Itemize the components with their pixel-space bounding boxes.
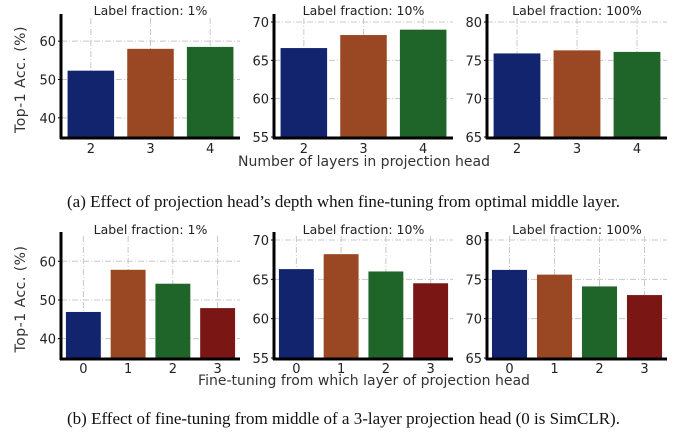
bar-4	[399, 29, 447, 138]
panel-title: Label fraction: 10%	[303, 3, 425, 18]
x-tick-label: 4	[633, 142, 641, 157]
panel-title: Label fraction: 1%	[94, 222, 208, 237]
x-tick-label: 2	[87, 142, 95, 157]
x-tick-label: 3	[573, 142, 581, 157]
bar-0	[491, 269, 528, 358]
bar-3	[553, 50, 601, 137]
caption-b: (b) Effect of fine-tuning from middle of…	[67, 409, 620, 428]
x-axis-label: Number of layers in projection head	[238, 154, 490, 170]
bar-1	[323, 254, 359, 358]
bar-0	[278, 269, 314, 358]
x-tick-label: 2	[595, 362, 603, 377]
panel-title: Label fraction: 1%	[94, 3, 208, 18]
y-tick-label: 40	[39, 333, 56, 348]
bar-4	[186, 46, 234, 137]
x-tick-label: 3	[146, 142, 154, 157]
bar-2	[280, 48, 328, 137]
y-tick-label: 65	[465, 131, 482, 146]
y-tick-label: 75	[465, 273, 482, 288]
x-tick-label: 2	[169, 362, 177, 377]
x-axis-label: Fine-tuning from which layer of projecti…	[198, 373, 530, 389]
bar-3	[127, 48, 174, 138]
y-tick-label: 80	[465, 234, 482, 249]
y-tick-label: 65	[465, 352, 482, 367]
x-tick-label: 0	[292, 362, 300, 377]
y-tick-label: 60	[39, 255, 56, 270]
y-tick-label: 55	[252, 131, 269, 146]
x-tick-label: 3	[640, 362, 648, 377]
bar-3	[413, 283, 449, 358]
x-tick-label: 2	[300, 142, 308, 157]
y-tick-label: 60	[252, 93, 269, 108]
y-tick-label: 70	[465, 93, 482, 108]
y-tick-label: 60	[39, 35, 56, 50]
x-tick-label: 1	[124, 362, 132, 377]
bar-0	[65, 311, 101, 358]
y-tick-label: 70	[252, 234, 269, 249]
y-tick-label: 75	[465, 54, 482, 69]
y-tick-label: 65	[252, 54, 269, 69]
x-tick-label: 3	[213, 362, 221, 377]
y-tick-label: 60	[252, 313, 269, 328]
panel-title: Label fraction: 100%	[512, 3, 642, 18]
y-axis-label: Top-1 Acc. (%)	[13, 26, 29, 134]
y-tick-label: 80	[465, 16, 482, 31]
y-tick-label: 70	[465, 313, 482, 328]
x-tick-label: 1	[550, 362, 558, 377]
x-tick-label: 4	[206, 142, 214, 157]
y-tick-label: 50	[39, 74, 56, 89]
x-tick-label: 3	[359, 142, 367, 157]
bar-3	[200, 308, 236, 358]
y-tick-label: 50	[39, 294, 56, 309]
bar-2	[493, 53, 541, 137]
caption-a: (a) Effect of projection head’s depth wh…	[67, 192, 620, 211]
x-tick-label: 2	[382, 362, 390, 377]
panel-title: Label fraction: 10%	[303, 222, 425, 237]
x-tick-label: 0	[505, 362, 513, 377]
y-tick-label: 55	[252, 352, 269, 367]
x-tick-label: 4	[419, 142, 427, 157]
x-tick-label: 1	[337, 362, 345, 377]
bar-3	[340, 35, 387, 137]
y-tick-label: 40	[39, 112, 56, 127]
bar-3	[626, 295, 663, 358]
bar-2	[67, 70, 115, 137]
bar-1	[110, 269, 146, 358]
x-tick-label: 3	[426, 362, 434, 377]
bar-2	[368, 271, 404, 358]
bar-2	[581, 286, 618, 358]
x-tick-label: 2	[513, 142, 521, 157]
y-tick-label: 70	[252, 16, 269, 31]
bar-2	[155, 283, 191, 358]
x-tick-label: 0	[79, 362, 87, 377]
y-tick-label: 65	[252, 273, 269, 288]
bar-4	[613, 51, 661, 137]
y-axis-label: Top-1 Acc. (%)	[13, 246, 29, 354]
panel-title: Label fraction: 100%	[512, 222, 642, 237]
bar-1	[536, 274, 573, 358]
